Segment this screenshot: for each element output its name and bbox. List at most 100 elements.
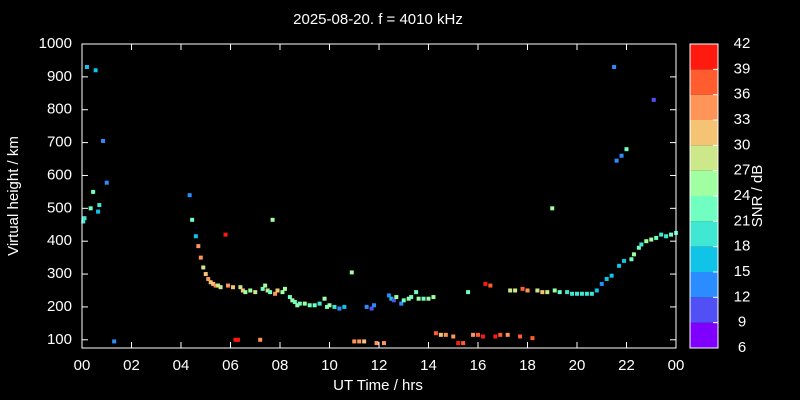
point: [498, 332, 503, 337]
point: [386, 293, 391, 298]
point: [654, 235, 659, 240]
point: [461, 341, 466, 346]
x-tick-label: 22: [618, 357, 635, 374]
point: [651, 97, 656, 102]
x-tick-label: 16: [470, 357, 487, 374]
point: [525, 288, 530, 293]
colorbar-band: [690, 44, 718, 70]
point: [84, 65, 89, 70]
point: [421, 296, 426, 301]
point: [297, 301, 302, 306]
point: [88, 206, 93, 211]
point: [96, 209, 101, 214]
point: [91, 189, 96, 194]
x-tick-label: 04: [173, 357, 190, 374]
point: [488, 283, 493, 288]
point: [466, 290, 471, 295]
y-tick-label: 800: [47, 101, 72, 118]
point: [609, 273, 614, 278]
point: [282, 286, 287, 291]
colorbar-tick-label: 12: [734, 288, 751, 305]
point: [260, 286, 265, 291]
point: [226, 283, 231, 288]
colorbar-tick-label: 15: [734, 263, 751, 280]
colorbar-tick-label: 33: [734, 111, 751, 128]
point: [112, 339, 117, 344]
y-tick-label: 1000: [39, 35, 72, 52]
point: [513, 288, 518, 293]
x-tick-label: 12: [371, 357, 388, 374]
point: [659, 232, 664, 237]
point: [81, 219, 86, 224]
point: [290, 298, 295, 303]
point: [369, 306, 374, 311]
point: [337, 306, 342, 311]
point: [406, 296, 411, 301]
point: [273, 291, 278, 296]
point: [438, 332, 443, 337]
point: [518, 334, 523, 339]
y-tick-label: 600: [47, 166, 72, 183]
point: [391, 298, 396, 303]
y-tick-label: 300: [47, 265, 72, 282]
point: [480, 334, 485, 339]
point: [669, 232, 674, 237]
point: [216, 283, 221, 288]
colorbar-band: [690, 196, 718, 222]
point: [575, 291, 579, 296]
colorbar-tick-label: 36: [734, 86, 751, 103]
point: [82, 216, 87, 221]
point: [617, 263, 622, 268]
point: [312, 303, 317, 308]
point: [599, 281, 604, 286]
point: [649, 237, 654, 242]
point: [325, 304, 330, 309]
point: [193, 234, 198, 239]
point: [456, 341, 461, 346]
y-tick-label: 400: [47, 232, 72, 249]
point: [557, 290, 562, 295]
point: [612, 65, 617, 70]
point: [295, 303, 300, 308]
point: [584, 291, 589, 296]
point: [520, 286, 525, 291]
colorbar-band: [690, 221, 718, 247]
point: [287, 295, 292, 300]
point: [292, 299, 297, 304]
y-tick-label: 200: [47, 298, 72, 315]
point: [639, 242, 644, 247]
point: [401, 298, 406, 303]
point: [322, 296, 327, 301]
point: [268, 290, 273, 295]
point: [414, 290, 419, 295]
point: [579, 291, 584, 296]
point: [187, 193, 192, 198]
point: [263, 283, 268, 288]
point: [302, 301, 307, 306]
point: [443, 332, 448, 337]
point: [389, 296, 394, 301]
point: [483, 281, 488, 286]
y-axis-label: Virtual height / km: [5, 136, 22, 256]
colorbar-tick-label: 27: [734, 162, 751, 179]
point: [505, 332, 510, 337]
point: [357, 339, 362, 344]
point: [349, 270, 354, 275]
x-tick-label: 18: [519, 357, 536, 374]
point: [550, 206, 555, 211]
point: [327, 303, 332, 308]
x-tick-label: 02: [123, 357, 140, 374]
point: [530, 336, 535, 341]
x-tick-label: 20: [569, 357, 586, 374]
colorbar-band: [690, 120, 718, 146]
point: [629, 257, 634, 262]
x-tick-label: 06: [222, 357, 239, 374]
colorbar-band: [690, 69, 718, 95]
point: [223, 232, 228, 237]
point: [198, 255, 203, 260]
point: [270, 217, 275, 222]
point: [644, 239, 649, 244]
point: [624, 147, 629, 152]
point: [208, 280, 213, 285]
point: [280, 290, 285, 295]
